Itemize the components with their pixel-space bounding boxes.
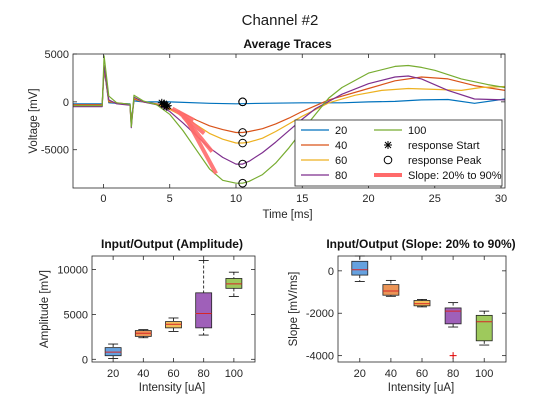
traces-legend: 20 100 40 response Start 60 response Peak 80 Sl… xyxy=(294,119,503,187)
traces-x-tick-label: 20 xyxy=(362,193,374,205)
slope-y-tick-label: -4000 xyxy=(306,351,334,363)
box-body xyxy=(444,307,462,325)
slope-segment xyxy=(176,109,206,135)
amplitude-panel: Input/Output (Amplitude) 20 40 60 80 100 0 500… xyxy=(39,237,256,394)
slope-xlabel: Intensity [uA] xyxy=(388,382,454,394)
slope-title: Input/Output (Slope: 20% to 90%) xyxy=(326,237,515,251)
legend-label: 60 xyxy=(335,155,347,167)
legend-entry: response Start xyxy=(384,140,480,152)
amp-box-80 xyxy=(195,260,213,336)
trace-line-20 xyxy=(73,67,506,122)
traces-y-tick-label: 0 xyxy=(63,97,69,109)
box-body xyxy=(413,300,431,307)
box-body xyxy=(351,260,369,276)
legend-label: 100 xyxy=(408,125,426,137)
slope-x-tick-label: 60 xyxy=(416,368,428,380)
amp-box-60 xyxy=(165,317,182,332)
slope-y-tick-label: -2000 xyxy=(306,308,334,320)
response-peak-marker xyxy=(238,159,247,169)
legend-entry: 100 xyxy=(374,125,426,137)
legend-swatch-star xyxy=(384,141,392,149)
amp-x-tick-label: 80 xyxy=(198,368,210,380)
slope-x-tick-label: 100 xyxy=(475,368,493,380)
amplitude-plot-area: 20 40 60 80 100 0 5000 10000 xyxy=(57,255,256,380)
legend-swatch-circle xyxy=(383,155,393,165)
slope-x-tick-label: 80 xyxy=(447,368,459,380)
response-peak-marker xyxy=(238,138,247,148)
slope-box-40 xyxy=(382,279,400,297)
traces-xlabel: Time [ms] xyxy=(262,209,312,221)
amp-y-tick-label: 5000 xyxy=(64,309,88,321)
amp-y-tick-label: 0 xyxy=(82,354,88,366)
amp-box-20 xyxy=(104,343,122,359)
amplitude-xlabel: Intensity [uA] xyxy=(139,382,205,394)
slope-box-60 xyxy=(413,299,431,308)
traces-x-tick-label: 0 xyxy=(100,193,106,205)
traces-x-tick-label: 15 xyxy=(296,193,308,205)
legend-entry: 40 xyxy=(301,140,347,152)
amp-box-100 xyxy=(225,271,243,297)
amp-box-40 xyxy=(134,329,152,339)
traces-ylabel: Voltage [mV] xyxy=(28,88,40,153)
slope-x-tick-label: 20 xyxy=(354,368,366,380)
figure-title: Channel #2 xyxy=(242,12,319,29)
traces-title: Average Traces xyxy=(243,37,332,51)
legend-entry: 60 xyxy=(301,155,347,167)
legend-entry: 20 xyxy=(301,125,347,137)
amp-y-tick-label: 10000 xyxy=(57,264,88,276)
amplitude-title: Input/Output (Amplitude) xyxy=(101,237,243,251)
slope-box-100 xyxy=(475,310,493,346)
traces-x-tick-label: 25 xyxy=(429,193,441,205)
amplitude-ylabel: Amplitude [mV] xyxy=(39,270,51,348)
amp-x-tick-label: 100 xyxy=(225,368,243,380)
box-body xyxy=(382,284,400,296)
trace-line-100 xyxy=(73,55,506,184)
slope-plot-area: 20 40 60 80 100 -4000 -2000 0 xyxy=(306,255,507,380)
legend-label: response Start xyxy=(408,140,480,152)
legend-entry: 80 xyxy=(301,170,347,182)
response-start-marker xyxy=(163,101,172,110)
amp-x-tick-label: 40 xyxy=(137,368,149,380)
legend-label: 20 xyxy=(335,125,347,137)
legend-label: response Peak xyxy=(408,155,482,167)
traces-panel: Average Traces 0 5 10 15 20 25 30 -5000 0 5000 20 1… xyxy=(28,37,507,221)
traces-y-tick-label: 5000 xyxy=(45,49,69,61)
slope-ylabel: Slope [mV/ms] xyxy=(288,272,300,347)
response-peak-marker xyxy=(238,178,247,188)
traces-x-tick-label: 30 xyxy=(495,193,507,205)
traces-y-tick-label: -5000 xyxy=(41,145,69,157)
legend-label: 80 xyxy=(335,170,347,182)
slope-x-tick-label: 40 xyxy=(385,368,397,380)
box-body xyxy=(475,314,493,342)
slope-panel: Input/Output (Slope: 20% to 90%) 20 40 60 8… xyxy=(288,237,516,394)
amp-plot-background xyxy=(92,256,255,362)
slope-segment xyxy=(185,119,218,175)
legend-label: 40 xyxy=(335,140,347,152)
legend-entry: response Peak xyxy=(383,155,482,167)
amp-x-tick-label: 60 xyxy=(167,368,179,380)
response-peak-marker xyxy=(238,128,247,137)
traces-x-tick-label: 10 xyxy=(230,193,242,205)
legend-label: Slope: 20% to 90% xyxy=(408,170,502,182)
slope-y-tick-label: 0 xyxy=(328,266,334,278)
amp-x-tick-label: 20 xyxy=(107,368,119,380)
traces-axes-box xyxy=(72,53,506,189)
slope-box-80 xyxy=(444,302,462,360)
traces-x-tick-label: 5 xyxy=(167,193,173,205)
box-body xyxy=(195,292,213,329)
legend-entry: Slope: 20% to 90% xyxy=(374,170,502,182)
traces-plot-area: 0 5 10 15 20 25 30 -5000 0 5000 20 100 40 response St… xyxy=(41,49,507,205)
response-peak-marker xyxy=(238,97,247,107)
